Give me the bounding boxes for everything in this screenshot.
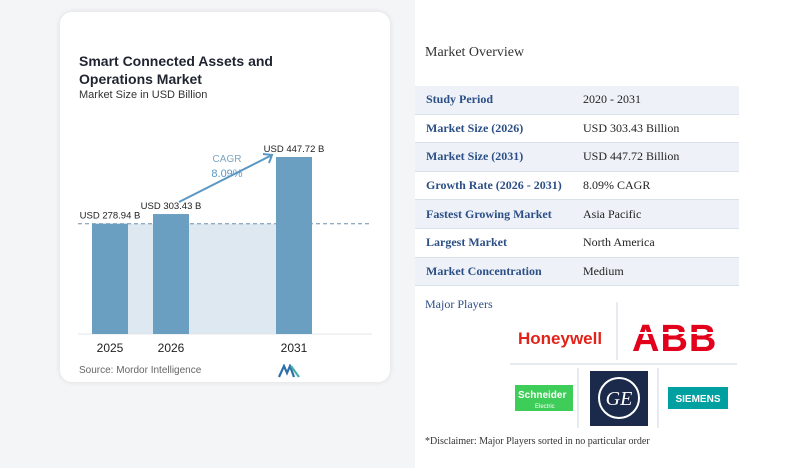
bar — [276, 157, 312, 334]
overview-table: Study Period 2020 - 2031 Market Size (20… — [415, 86, 739, 287]
abb-logo-text: ABB — [632, 318, 717, 360]
bar — [153, 214, 189, 334]
row-value: USD 447.72 Billion — [583, 149, 680, 164]
siemens-logo: SIEMENS — [668, 387, 728, 409]
ge-logo-text: GE — [606, 388, 633, 410]
data-label: USD 447.72 B — [264, 144, 325, 155]
major-players-logos: Honeywell ABB Schneider Electric GE SIEM… — [510, 302, 737, 428]
row-label: Market Concentration — [426, 263, 542, 278]
row-label: Study Period — [426, 92, 494, 107]
cagr-arrowhead — [262, 153, 274, 164]
overview-row: Market Size (2031) USD 447.72 Billion — [415, 143, 739, 172]
overview-row: Market Concentration Medium — [415, 257, 739, 287]
row-label: Largest Market — [426, 235, 507, 250]
row-value: Medium — [583, 263, 624, 278]
overview-row: Study Period 2020 - 2031 — [415, 86, 739, 115]
cagr-label: CAGR — [213, 154, 242, 165]
row-value: 2020 - 2031 — [583, 92, 641, 107]
siemens-logo-text: SIEMENS — [675, 394, 720, 405]
row-value: USD 303.43 Billion — [583, 120, 680, 135]
row-value: Asia Pacific — [583, 206, 642, 221]
source-text: Source: Mordor Intelligence — [79, 365, 202, 376]
cagr-value: 8.09% — [211, 168, 242, 180]
row-label: Growth Rate (2026 - 2031) — [426, 178, 562, 193]
bar — [92, 223, 128, 334]
disclaimer-text: *Disclaimer: Major Players sorted in no … — [425, 436, 650, 447]
schneider-logo-text: Schneider — [518, 390, 566, 401]
overview-title: Market Overview — [425, 45, 525, 60]
major-players-label: Major Players — [425, 297, 493, 311]
data-label: USD 278.94 B — [80, 211, 141, 222]
x-tick-label: 2031 — [281, 341, 308, 355]
overview-row: Largest Market North America — [415, 229, 739, 258]
overview-row: Market Size (2026) USD 303.43 Billion — [415, 115, 739, 144]
ge-logo: GE — [590, 371, 648, 426]
schneider-electric-logo: Schneider Electric — [515, 385, 573, 411]
row-label: Market Size (2026) — [426, 120, 524, 135]
data-label: USD 303.43 B — [141, 201, 202, 212]
x-tick-label: 2026 — [158, 341, 185, 355]
mordor-intelligence-logo-icon — [278, 364, 300, 378]
baseline-shade — [92, 223, 312, 334]
row-value: 8.09% CAGR — [583, 178, 651, 193]
row-value: North America — [583, 235, 655, 250]
honeywell-logo: Honeywell — [518, 329, 602, 348]
row-label: Fastest Growing Market — [426, 206, 552, 221]
row-label: Market Size (2031) — [426, 149, 524, 164]
x-tick-label: 2025 — [97, 341, 124, 355]
market-overview-panel: Market Overview Study Period 2020 - 2031… — [415, 0, 800, 468]
bar-chart: USD 278.94 B 2025 USD 303.43 B 2026 USD 447.… — [78, 144, 372, 355]
chart-title: Smart Connected Assets and Operations Ma… — [79, 53, 273, 87]
overview-row: Growth Rate (2026 - 2031) 8.09% CAGR — [415, 172, 739, 201]
abb-logo: ABB — [630, 318, 720, 360]
electric-logo-text: Electric — [535, 404, 555, 410]
cagr-arrow — [178, 154, 273, 203]
chart-card: Smart Connected Assets and Operations Ma… — [60, 12, 390, 382]
chart-subtitle: Market Size in USD Billion — [79, 89, 208, 101]
overview-row: Fastest Growing Market Asia Pacific — [415, 200, 739, 229]
